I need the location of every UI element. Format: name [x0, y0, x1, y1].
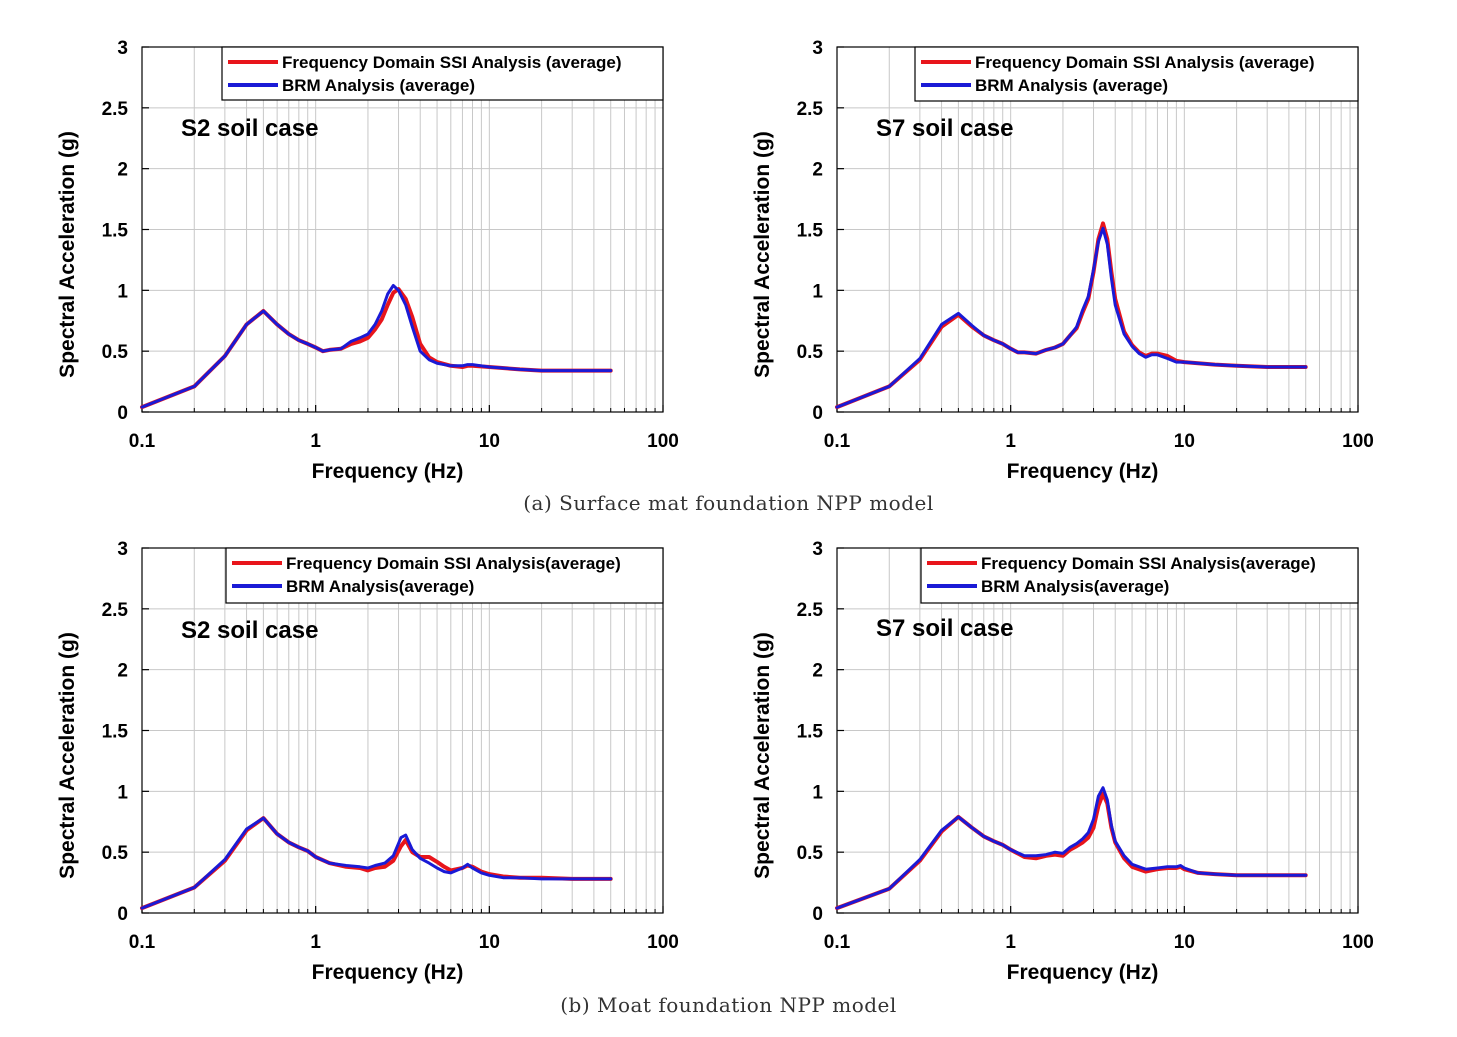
series-line-brm	[835, 226, 1308, 409]
y-tick-label: 1.5	[102, 722, 129, 743]
chart-top-left: 0.1 1 10 100 0 0.5 1 1.5 2 2.5 3 Frequency (Hz) Spec…	[56, 38, 679, 483]
legend-box	[914, 46, 1359, 102]
legend-box	[225, 547, 664, 604]
y-tick-label: 2.5	[797, 600, 824, 621]
x-tick-label: 100	[1342, 932, 1374, 953]
series-line-brm	[835, 786, 1308, 910]
y-tick-label: 3	[812, 539, 823, 560]
y-tick-label: 2.5	[102, 600, 129, 621]
y-tick-label: 2	[812, 160, 823, 181]
legend: Frequency Domain SSI Analysis(average) BR…	[920, 547, 1359, 604]
y-tick-label: 0	[117, 904, 128, 925]
y-tick-label: 1	[812, 782, 823, 803]
y-axis-label: Spectral Acceleration (g)	[751, 632, 774, 879]
x-tick-label: 10	[1174, 932, 1195, 953]
grid	[837, 548, 1358, 913]
x-tick-label: 1	[310, 431, 321, 452]
legend-label: BRM Analysis(average)	[981, 577, 1169, 596]
legend-label: Frequency Domain SSI Analysis(average)	[981, 554, 1316, 573]
legend: Frequency Domain SSI Analysis (average) B…	[914, 46, 1359, 102]
y-tick-label: 1	[812, 281, 823, 302]
legend-box	[920, 547, 1359, 604]
y-tick-label: 2.5	[102, 99, 129, 120]
y-tick-label: 0	[812, 904, 823, 925]
legend-label: BRM Analysis(average)	[286, 577, 474, 596]
series-line-brm	[140, 816, 613, 910]
soil-case-annotation: S7 soil case	[876, 615, 1013, 642]
legend-label: BRM Analysis (average)	[975, 76, 1168, 95]
legend-label: BRM Analysis (average)	[282, 76, 475, 95]
x-tick-label: 0.1	[129, 431, 156, 452]
tick-marks	[836, 46, 1359, 413]
y-tick-label: 2.5	[797, 99, 824, 120]
chart-bottom-right: 0.1 1 10 100 0 0.5 1 1.5 2 2.5 3 Frequency (Hz) Spec…	[751, 539, 1374, 984]
soil-case-annotation: S7 soil case	[876, 115, 1013, 142]
grid	[142, 47, 663, 412]
y-tick-label: 2	[117, 661, 128, 682]
x-tick-label: 0.1	[824, 932, 851, 953]
y-tick-label: 1	[117, 782, 128, 803]
legend-label: Frequency Domain SSI Analysis (average)	[282, 53, 622, 72]
y-tick-label: 2	[117, 160, 128, 181]
legend-label: Frequency Domain SSI Analysis (average)	[975, 53, 1315, 72]
x-tick-label: 10	[479, 431, 500, 452]
soil-case-annotation: S2 soil case	[181, 617, 318, 644]
y-axis-label: Spectral Acceleration (g)	[56, 632, 79, 879]
chart-bottom-left: 0.1 1 10 100 0 0.5 1 1.5 2 2.5 3 Frequency (Hz) Spec…	[56, 539, 679, 984]
y-tick-label: 1.5	[797, 722, 824, 743]
y-tick-label: 0.5	[102, 342, 129, 363]
series-line-frequency-domain-ssi	[140, 287, 613, 410]
tick-marks	[141, 46, 664, 413]
x-axis-label: Frequency (Hz)	[1007, 961, 1159, 984]
caption-bottom: (b) Moat foundation NPP model	[560, 993, 897, 1017]
caption-top: (a) Surface mat foundation NPP model	[523, 491, 934, 515]
x-tick-label: 100	[647, 932, 679, 953]
series-line-frequency-domain-ssi	[835, 221, 1308, 410]
chart-top-right: 0.1 1 10 100 0 0.5 1 1.5 2 2.5 3 Frequency (Hz) Spec…	[751, 38, 1374, 483]
y-tick-label: 1.5	[102, 221, 129, 242]
y-tick-label: 0.5	[797, 342, 824, 363]
y-tick-label: 2	[812, 661, 823, 682]
legend-box	[221, 46, 664, 101]
y-tick-label: 0	[812, 403, 823, 424]
y-tick-label: 3	[117, 38, 128, 59]
x-tick-label: 1	[1005, 431, 1016, 452]
y-tick-label: 1	[117, 281, 128, 302]
x-tick-label: 1	[1005, 932, 1016, 953]
series-line-frequency-domain-ssi	[140, 816, 613, 911]
x-axis-label: Frequency (Hz)	[1007, 460, 1159, 483]
soil-case-annotation: S2 soil case	[181, 115, 318, 142]
x-tick-label: 10	[479, 932, 500, 953]
x-tick-label: 100	[1342, 431, 1374, 452]
y-tick-label: 0	[117, 403, 128, 424]
x-tick-label: 100	[647, 431, 679, 452]
y-tick-label: 3	[812, 38, 823, 59]
y-axis-label: Spectral Acceleration (g)	[751, 131, 774, 378]
tick-marks	[141, 547, 664, 914]
legend: Frequency Domain SSI Analysis (average) B…	[221, 46, 664, 101]
x-tick-label: 0.1	[824, 431, 851, 452]
y-axis-label: Spectral Acceleration (g)	[56, 131, 79, 378]
y-tick-label: 1.5	[797, 221, 824, 242]
x-axis-label: Frequency (Hz)	[312, 460, 464, 483]
series-line-frequency-domain-ssi	[835, 791, 1308, 911]
y-tick-label: 0.5	[797, 843, 824, 864]
x-tick-label: 0.1	[129, 932, 156, 953]
series-line-brm	[140, 284, 613, 409]
legend-label: Frequency Domain SSI Analysis(average)	[286, 554, 621, 573]
y-tick-label: 0.5	[102, 843, 129, 864]
grid	[142, 548, 663, 913]
x-tick-label: 10	[1174, 431, 1195, 452]
x-tick-label: 1	[310, 932, 321, 953]
x-axis-label: Frequency (Hz)	[312, 961, 464, 984]
legend: Frequency Domain SSI Analysis(average) BR…	[225, 547, 664, 604]
grid	[837, 47, 1358, 412]
y-tick-label: 3	[117, 539, 128, 560]
